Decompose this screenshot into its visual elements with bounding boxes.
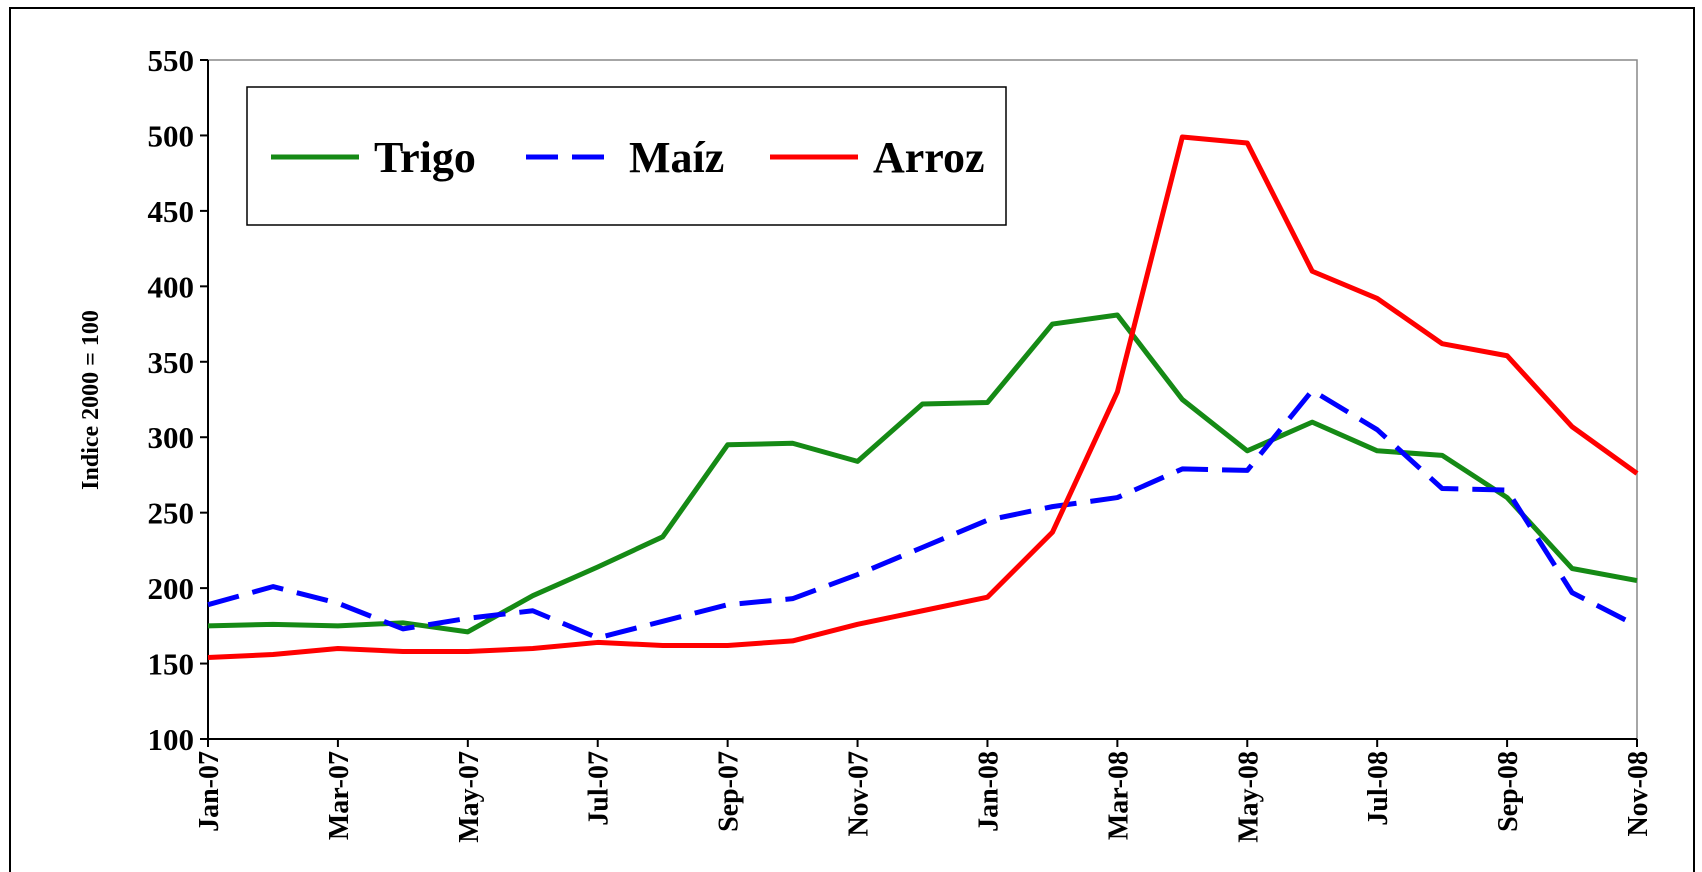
x-tick-label: Sep-08 <box>1493 751 1524 832</box>
y-tick-label: 100 <box>148 722 195 757</box>
x-tick-label: May-07 <box>454 751 485 843</box>
legend-label: Arroz <box>873 133 985 182</box>
y-axis-title: Indice 2000 = 100 <box>78 310 104 490</box>
x-tick-label: Jul-08 <box>1363 751 1394 826</box>
y-tick-label: 500 <box>148 118 195 153</box>
series-line <box>207 387 1639 641</box>
y-tick-label: 250 <box>148 496 195 531</box>
x-tick-label: May-08 <box>1233 751 1264 843</box>
x-tick-label: Nov-08 <box>1623 751 1654 837</box>
x-tick-label: Nov-07 <box>844 751 875 837</box>
y-tick-label: 550 <box>148 43 195 78</box>
y-tick-label: 300 <box>148 420 195 455</box>
series-line <box>207 134 1639 661</box>
y-tick-label: 450 <box>148 194 195 229</box>
y-tick-label: 400 <box>148 269 195 304</box>
y-tick-label: 200 <box>148 571 195 606</box>
y-tick-label: 150 <box>148 647 195 682</box>
legend-label: Trigo <box>374 133 476 182</box>
x-tick-label: Jan-07 <box>194 751 225 832</box>
x-tick-label: Mar-08 <box>1103 751 1134 840</box>
legend-box <box>246 86 1007 226</box>
x-tick-label: Mar-07 <box>324 751 355 840</box>
x-tick-label: Jul-07 <box>584 751 615 826</box>
x-tick-label: Sep-07 <box>714 751 745 832</box>
legend-label: Maíz <box>629 133 724 182</box>
x-tick-label: Jan-08 <box>973 751 1004 832</box>
y-tick-label: 350 <box>148 345 195 380</box>
